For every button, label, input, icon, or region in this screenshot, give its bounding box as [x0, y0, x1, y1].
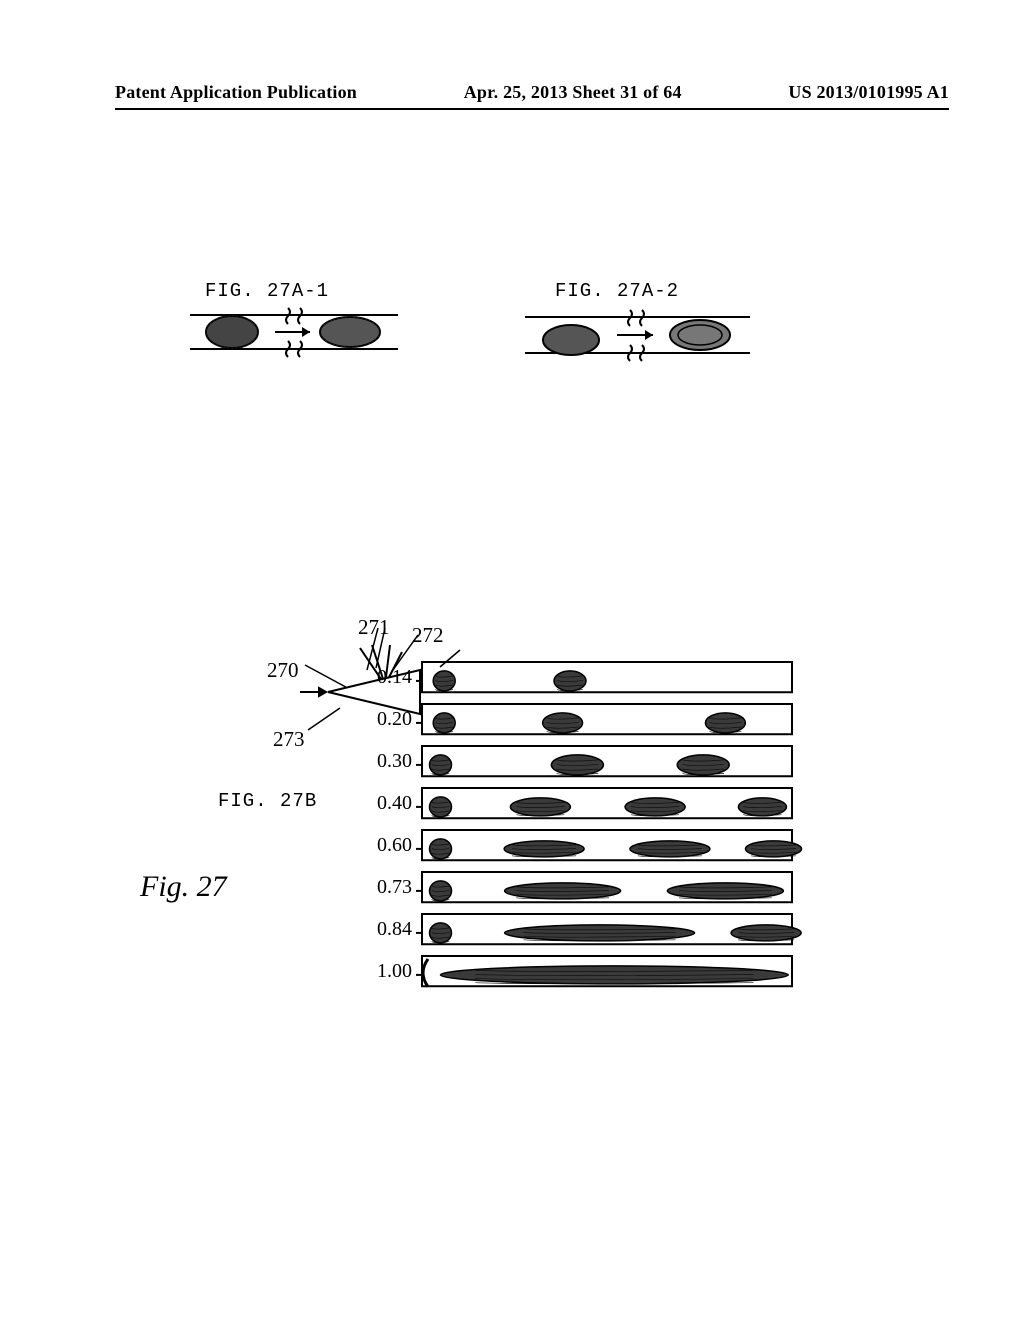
fig-27a-1-drawing — [190, 305, 398, 355]
row-value: 0.40 — [362, 792, 412, 815]
header-rule — [115, 108, 949, 110]
fig-27a-2-drawing — [525, 305, 733, 355]
patent-page: Patent Application Publication Apr. 25, … — [0, 0, 1024, 1320]
row-value: 0.20 — [362, 708, 412, 731]
row-value: 0.73 — [362, 876, 412, 899]
fig-27-italic-caption: Fig. 27 — [140, 870, 227, 904]
row-value: 0.14 — [362, 666, 412, 689]
fig-27a-1-label: FIG. 27A-1 — [205, 280, 329, 302]
fig-27a-2-label: FIG. 27A-2 — [555, 280, 679, 302]
header-center: Apr. 25, 2013 Sheet 31 of 64 — [464, 82, 682, 103]
row-value: 0.84 — [362, 918, 412, 941]
header-right: US 2013/0101995 A1 — [788, 82, 949, 103]
page-header: Patent Application Publication Apr. 25, … — [115, 82, 949, 103]
row-value: 0.30 — [362, 750, 412, 773]
row-value: 1.00 — [362, 960, 412, 983]
row-value: 0.60 — [362, 834, 412, 857]
header-left: Patent Application Publication — [115, 82, 357, 103]
